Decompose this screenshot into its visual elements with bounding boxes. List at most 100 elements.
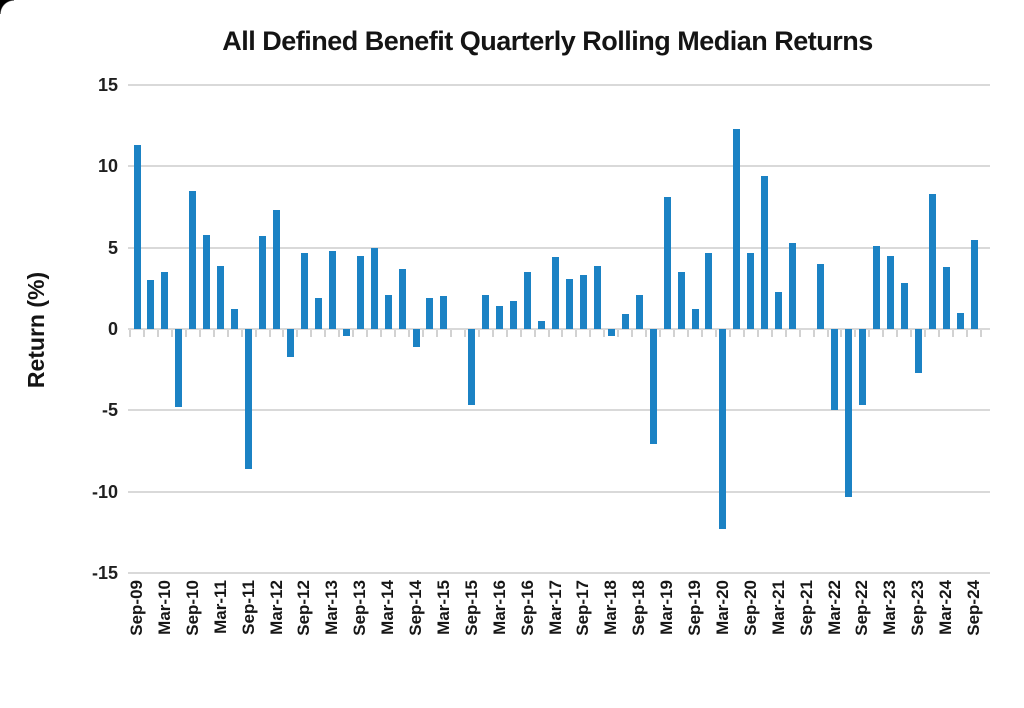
x-axis-tick-label: Sep-12 [294, 580, 314, 636]
x-axis-tick [575, 330, 578, 337]
bar-Jun-16 [510, 301, 518, 329]
x-axis-tick-label: Sep-11 [238, 580, 258, 635]
x-axis-tick [240, 330, 243, 337]
bar-Jun-12 [286, 329, 294, 357]
x-axis-tick [924, 330, 927, 337]
x-axis-tick [408, 330, 411, 337]
bar-Mar-15 [440, 296, 448, 329]
x-axis-tick [770, 330, 773, 337]
x-axis-tick [296, 330, 299, 337]
x-axis-tick-label: Mar-23 [880, 580, 900, 635]
bar-Mar-17 [552, 257, 559, 329]
gridline-y-15 [128, 84, 990, 86]
x-axis-tick [687, 330, 690, 337]
x-axis-tick [812, 330, 815, 337]
bar-Mar-12 [273, 210, 280, 329]
x-axis-tick [700, 330, 703, 337]
bar-Dec-10 [203, 234, 211, 329]
x-axis-tick-label: Sep-17 [573, 580, 593, 636]
x-axis-tick-label: Mar-16 [489, 580, 509, 635]
x-axis-tick [854, 330, 857, 337]
bar-Mar-11 [217, 265, 225, 329]
bar-Jun-22 [844, 329, 852, 497]
gridline-y-0 [128, 328, 990, 330]
bar-Mar-24 [942, 267, 950, 329]
bar-Jun-17 [565, 278, 573, 329]
x-axis-tick [324, 330, 327, 337]
y-axis-tick-label: 10 [97, 156, 118, 177]
gridline-y--15 [128, 572, 990, 574]
bar-Mar-21 [775, 291, 783, 329]
bar-Sep-13 [356, 255, 364, 329]
bar-Dec-19 [705, 252, 713, 329]
x-axis-tick-label: Mar-12 [266, 580, 286, 635]
y-axis-tick-label: 15 [97, 75, 118, 95]
bar-Dec-12 [314, 298, 322, 329]
x-axis-tick [742, 330, 745, 337]
x-axis-tick-label: Sep-10 [182, 580, 202, 636]
bar-Jun-19 [677, 272, 685, 329]
bar-Jun-20 [733, 128, 741, 329]
bar-Sep-22 [858, 329, 866, 406]
x-axis-tick [798, 330, 801, 337]
x-axis-tick-label: Sep-23 [908, 580, 928, 636]
x-axis-tick [421, 330, 424, 337]
x-axis-tick-label: Sep-14 [406, 580, 425, 636]
x-axis-tick [156, 330, 159, 337]
x-axis-tick-label: Sep-15 [461, 580, 481, 636]
x-axis-tick [561, 330, 564, 337]
bar-Dec-11 [259, 236, 267, 329]
x-axis-tick [129, 330, 132, 337]
x-axis-tick [882, 330, 885, 337]
x-axis-tick [631, 330, 634, 337]
gridline-y-10 [128, 165, 990, 168]
x-axis-tick-label: Mar-18 [601, 580, 621, 635]
bar-Mar-22 [831, 329, 838, 411]
bar-Sep-10 [189, 190, 197, 329]
bar-Mar-19 [663, 197, 671, 329]
x-axis-tick [366, 330, 369, 337]
x-axis-tick [938, 330, 941, 337]
bar-Jun-24 [956, 312, 964, 329]
x-axis-tick-label: Mar-17 [545, 580, 565, 635]
bar-Dec-18 [649, 329, 657, 445]
x-axis-tick-label: Mar-19 [657, 580, 677, 635]
bar-Sep-14 [412, 329, 420, 347]
x-axis-tick [198, 330, 201, 337]
x-axis-tick [547, 330, 550, 337]
x-axis-tick [449, 330, 452, 337]
x-axis-tick [966, 330, 969, 337]
x-axis-tick [380, 330, 383, 337]
bar-Mar-14 [384, 294, 392, 329]
bar-Sep-17 [579, 275, 587, 329]
bar-Mar-16 [496, 306, 504, 329]
bar-Sep-18 [635, 294, 643, 329]
x-axis-tick [310, 330, 313, 337]
x-axis-tick [673, 330, 676, 337]
x-axis-tick [979, 330, 982, 337]
x-axis-tick [170, 330, 173, 337]
x-axis-tick-label: Sep-22 [852, 580, 872, 636]
x-axis-tick [826, 330, 829, 337]
y-axis-tick-label: -15 [91, 563, 118, 583]
x-axis-tick-label: Sep-13 [350, 580, 370, 636]
x-axis-tick [184, 330, 187, 337]
x-axis-tick-label: Mar-13 [322, 580, 342, 635]
bar-Mar-20 [719, 329, 727, 530]
x-axis-tick [142, 330, 145, 337]
x-axis-tick-label: Mar-11 [210, 580, 230, 634]
x-axis-tick [338, 330, 341, 337]
bar-Jun-14 [398, 268, 406, 329]
x-axis-tick [756, 330, 759, 337]
bar-Dec-20 [761, 176, 769, 329]
bar-Jun-18 [621, 314, 629, 329]
bar-Dec-13 [370, 247, 378, 329]
x-axis-tick [533, 330, 536, 337]
y-axis-tick-label: 0 [107, 319, 118, 339]
gridline-y-5 [128, 246, 990, 249]
chart-title: All Defined Benefit Quarterly Rolling Me… [222, 26, 873, 56]
x-axis-tick-label: Mar-14 [378, 580, 398, 635]
x-axis-tick [282, 330, 285, 337]
bar-Dec-22 [872, 246, 880, 329]
x-axis-tick-label: Sep-24 [964, 580, 983, 636]
